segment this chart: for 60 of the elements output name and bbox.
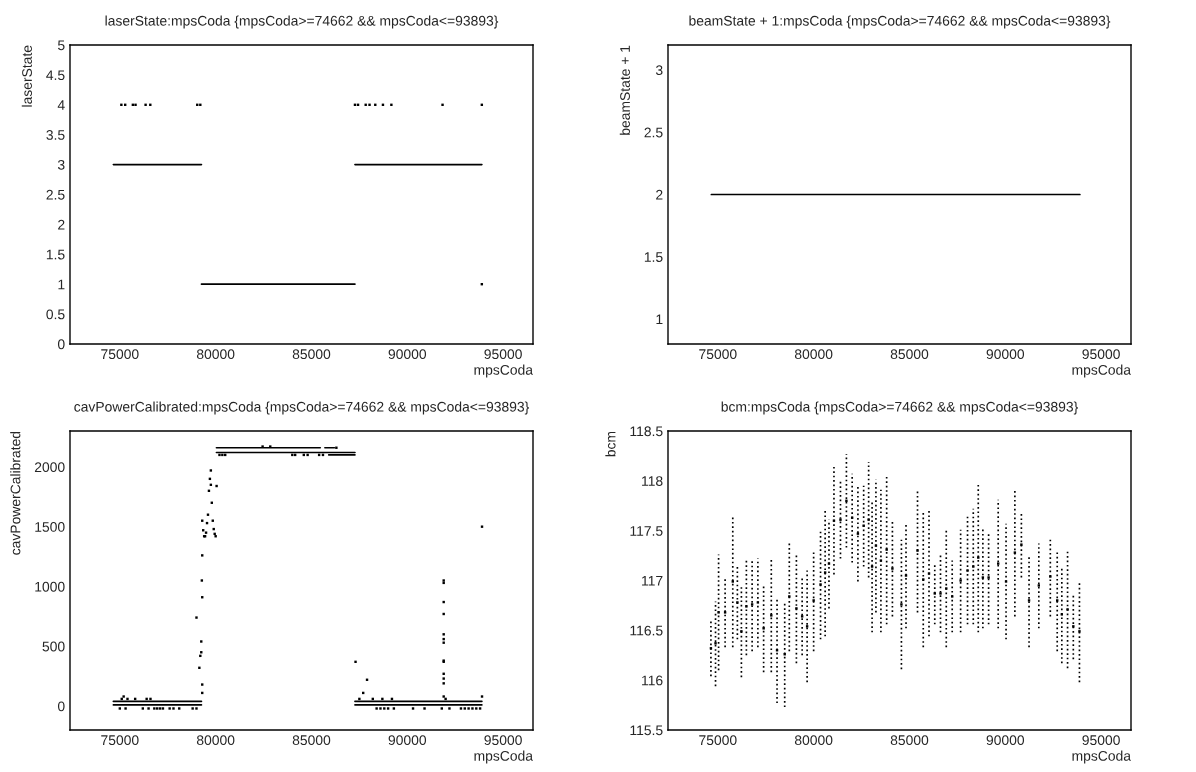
x-tick-label: 90000 — [986, 735, 1025, 746]
y-tick-label: 0 — [57, 701, 65, 712]
y-tick-label: 2.5 — [46, 189, 65, 200]
x-tick-label: 90000 — [986, 349, 1025, 360]
y-tick-label: 1 — [656, 314, 663, 325]
y-axis-title: bcm — [605, 431, 616, 457]
x-tick-label: 90000 — [388, 735, 427, 746]
y-tick-label: 117 — [642, 575, 663, 586]
y-tick-label: 2 — [656, 189, 663, 200]
x-tick-label: 95000 — [1082, 349, 1120, 360]
y-tick-label: 0.5 — [46, 309, 65, 320]
x-tick-label: 75000 — [699, 349, 737, 360]
chart-title: laserState:mpsCoda {mpsCoda>=74662 && mpsCoda<=93893} — [105, 15, 499, 29]
y-tick-label: 116.5 — [630, 625, 663, 636]
x-tick-label: 85000 — [292, 735, 331, 746]
x-tick-label: 95000 — [484, 349, 522, 360]
x-tick-label: 80000 — [196, 349, 235, 360]
y-tick-label: 2000 — [34, 462, 65, 473]
x-tick-label: 85000 — [890, 349, 929, 360]
y-tick-label: 115.5 — [630, 725, 663, 736]
y-tick-label: 3 — [57, 159, 65, 170]
y-tick-label: 116 — [642, 675, 663, 686]
y-tick-label: 500 — [42, 641, 65, 652]
y-tick-label: 3.5 — [46, 130, 65, 140]
x-axis-title: mpsCoda — [474, 750, 533, 764]
y-axis-title: laserState — [21, 45, 32, 107]
x-axis-title: mpsCoda — [1072, 750, 1131, 764]
y-tick-label: 4.5 — [46, 70, 65, 81]
x-tick-label: 90000 — [388, 349, 427, 360]
y-tick-label: 118 — [642, 476, 663, 486]
y-tick-label: 1000 — [35, 581, 65, 592]
x-tick-label: 85000 — [890, 735, 929, 746]
y-tick-label: 117.5 — [630, 526, 663, 536]
y-tick-label: 118.5 — [630, 426, 663, 437]
x-tick-label: 80000 — [794, 349, 833, 360]
y-tick-label: 0 — [57, 339, 65, 350]
x-axis-title: mpsCoda — [1072, 364, 1131, 378]
x-tick-label: 80000 — [196, 735, 235, 746]
chart-title: cavPowerCalibrated:mpsCoda {mpsCoda>=74662 && mpsCoda<=93893} — [74, 401, 530, 415]
y-tick-label: 3 — [655, 65, 663, 76]
x-tick-label: 95000 — [1082, 735, 1120, 746]
y-tick-label: 1 — [58, 279, 65, 290]
y-tick-label: 2 — [58, 219, 65, 230]
x-tick-label: 75000 — [699, 735, 737, 746]
y-tick-label: 1.5 — [644, 252, 663, 262]
x-tick-label: 75000 — [101, 735, 139, 746]
x-axis-title: mpsCoda — [474, 364, 533, 378]
y-axis-title: cavPowerCalibrated — [10, 431, 21, 555]
y-tick-label: 4 — [57, 100, 65, 110]
y-tick-label: 1500 — [35, 522, 65, 532]
y-tick-label: 5 — [57, 40, 65, 51]
x-tick-label: 75000 — [101, 349, 139, 360]
x-tick-label: 95000 — [484, 735, 522, 746]
x-tick-label: 80000 — [794, 735, 833, 746]
y-axis-title: beamState + 1 — [619, 45, 630, 135]
chart-title: beamState + 1:mpsCoda {mpsCoda>=74662 && mpsCoda<=93893} — [689, 15, 1111, 29]
y-tick-label: 1.5 — [46, 249, 65, 260]
y-tick-label: 2.5 — [644, 127, 663, 138]
chart-title: bcm:mpsCoda {mpsCoda>=74662 && mpsCoda<=93893} — [721, 401, 1078, 415]
x-tick-label: 85000 — [292, 349, 331, 360]
